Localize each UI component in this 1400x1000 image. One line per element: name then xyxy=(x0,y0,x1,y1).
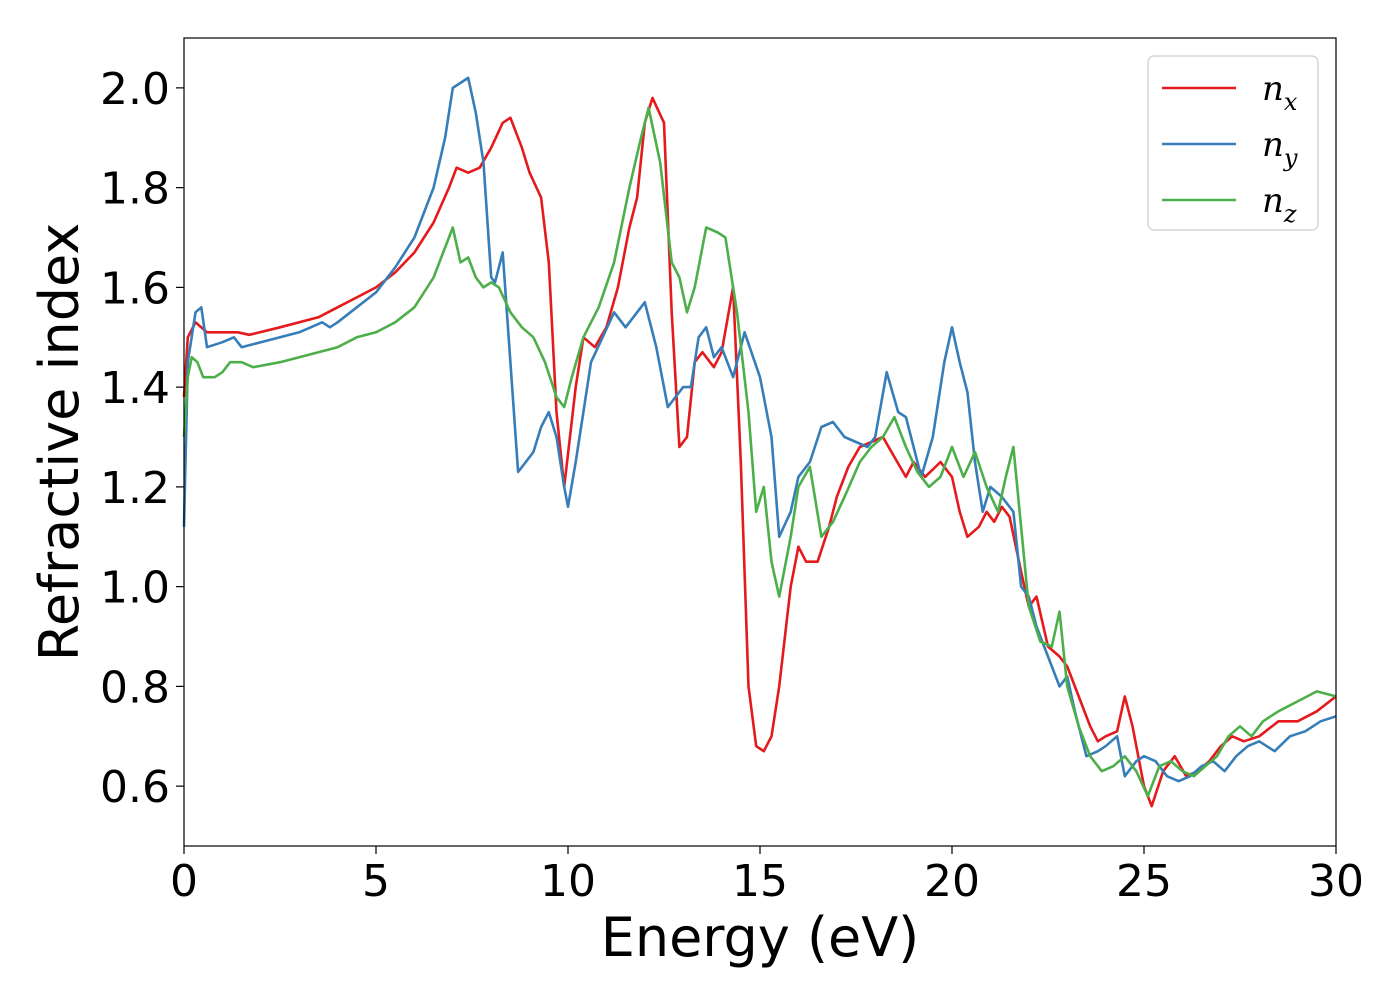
y-axis-title: Refractive index xyxy=(28,223,91,662)
y-tick-label: 1.0 xyxy=(100,563,170,614)
x-axis-title: Energy (eV) xyxy=(601,906,920,969)
legend-label-subscript: x xyxy=(1284,88,1298,116)
legend-label-y: ny xyxy=(1262,125,1298,172)
series-layer xyxy=(182,76,1337,808)
x-tick-label: 0 xyxy=(170,856,198,907)
x-tick-label: 10 xyxy=(540,856,596,907)
legend-label-subscript: y xyxy=(1283,144,1298,172)
x-tick-label: 20 xyxy=(924,856,980,907)
series-line-x xyxy=(182,96,1337,808)
legend-label-subscript: z xyxy=(1283,200,1297,228)
y-tick-label: 1.8 xyxy=(100,164,170,215)
legend-label-x: nx xyxy=(1262,69,1298,116)
y-tick-label: 1.6 xyxy=(100,263,170,314)
x-tick-label: 15 xyxy=(732,856,788,907)
y-tick-label: 0.6 xyxy=(100,762,170,813)
series-line-y xyxy=(182,76,1337,783)
x-tick-label: 25 xyxy=(1116,856,1172,907)
x-axis-ticks: 0 5 10 15 20 25 30 xyxy=(170,846,1364,907)
y-tick-label: 2.0 xyxy=(100,64,170,115)
legend-label-base: n xyxy=(1262,125,1284,165)
legend-label-base: n xyxy=(1262,181,1284,221)
y-tick-label: 0.8 xyxy=(100,662,170,713)
y-tick-label: 1.4 xyxy=(100,363,170,414)
x-tick-label: 5 xyxy=(362,856,390,907)
series-line-z xyxy=(182,106,1337,798)
x-tick-label: 30 xyxy=(1308,856,1364,907)
legend-label-base: n xyxy=(1262,69,1284,109)
y-axis-ticks: 0.6 0.8 1.0 1.2 1.4 1.6 1.8 2.0 xyxy=(100,64,184,813)
y-tick-label: 1.2 xyxy=(100,463,170,514)
legend-label-z: nz xyxy=(1262,181,1297,228)
